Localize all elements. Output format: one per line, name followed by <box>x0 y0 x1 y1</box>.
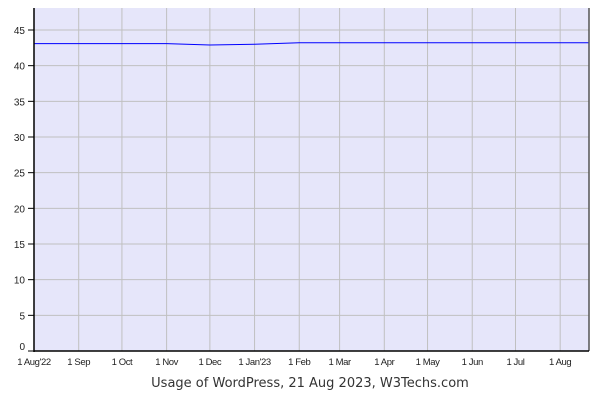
x-tick-label: 1 Feb <box>288 357 310 368</box>
x-tick-label: 1 Dec <box>198 357 221 368</box>
wordpress-usage-line <box>34 42 589 46</box>
y-tick-label: 5 <box>19 311 25 322</box>
x-tick-label: 1 Nov <box>155 357 178 368</box>
y-tick-label: 30 <box>14 133 26 144</box>
plot-background <box>34 8 589 351</box>
x-tick-label: 1 Aug'22 <box>17 357 51 368</box>
chart-caption: Usage of WordPress, 21 Aug 2023, W3Techs… <box>151 376 469 391</box>
axes <box>28 8 590 352</box>
x-tick-label: 1 Aug <box>549 357 571 368</box>
x-tick-label: 1 Sep <box>67 357 90 368</box>
x-tick-label: 1 Apr <box>374 357 394 368</box>
y-tick-label: 35 <box>14 97 26 108</box>
y-tick-label: 25 <box>14 169 26 180</box>
y-tick-label: 45 <box>14 26 26 37</box>
x-tick-label: 1 Mar <box>328 357 351 368</box>
x-tick-label: 1 Jul <box>506 357 524 368</box>
x-tick-label: 1 May <box>416 357 441 368</box>
y-tick-label: 15 <box>14 240 26 251</box>
y-tick-label: 10 <box>14 276 26 287</box>
x-tick-label: 1 Oct <box>112 357 133 368</box>
grid <box>34 8 589 351</box>
x-tick-label: 1 Jun <box>462 357 483 368</box>
tick-labels: 0 5 10 15 20 25 30 35 40 45 1 Aug'22 1 Sep 1 Oct 1 No… <box>14 26 572 368</box>
y-tick-label: 0 <box>19 342 25 353</box>
x-tick-label: 1 Jan'23 <box>238 357 271 368</box>
y-tick-label: 20 <box>14 204 26 215</box>
y-tick-label: 40 <box>14 62 26 73</box>
